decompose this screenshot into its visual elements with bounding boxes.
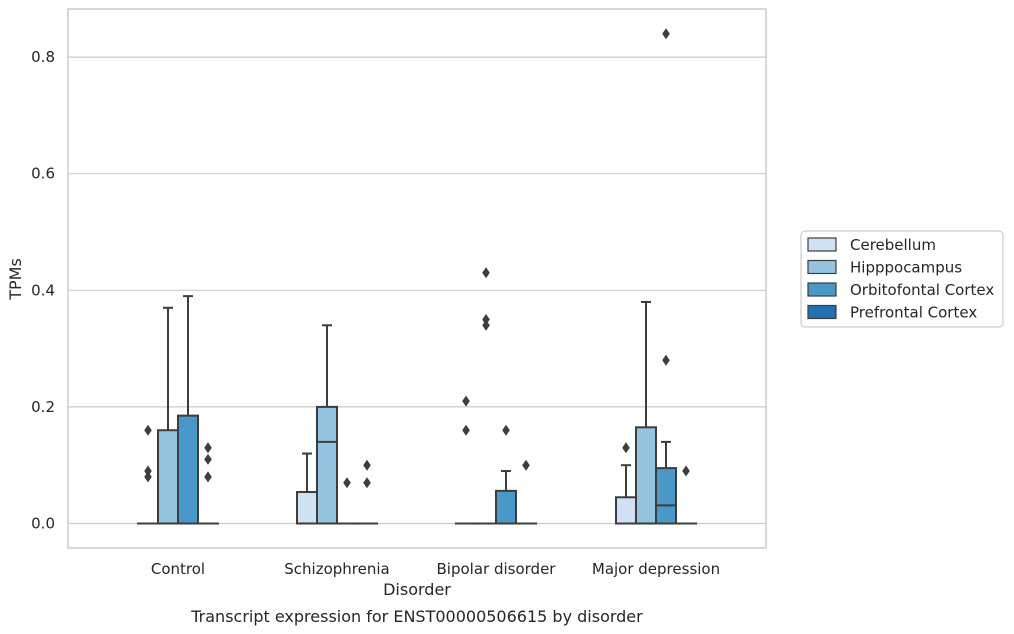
x-tick-label: Control xyxy=(151,560,205,578)
box-1-0 xyxy=(157,306,179,525)
box-0-3 xyxy=(615,442,637,525)
box-1-2 xyxy=(475,267,497,525)
box-2-0 xyxy=(177,295,199,525)
x-axis-label: Disorder xyxy=(383,580,451,599)
outlier-point xyxy=(343,477,351,489)
legend-swatch xyxy=(807,259,837,275)
box-2-1 xyxy=(336,477,358,525)
box-2-2 xyxy=(495,424,517,525)
box-1-3 xyxy=(635,300,657,525)
y-tick-label: 0.2 xyxy=(31,398,55,416)
chart-caption: Transcript expression for ENST0000050661… xyxy=(190,607,643,626)
legend-swatch xyxy=(807,304,837,320)
box-3-1 xyxy=(356,459,378,525)
legend-frame xyxy=(800,230,1004,328)
outlier-point xyxy=(363,477,371,489)
box-2-3 xyxy=(655,28,677,525)
box-3-0 xyxy=(197,442,219,525)
outlier-point xyxy=(622,442,630,454)
box-body xyxy=(635,426,657,525)
box-body xyxy=(177,414,199,525)
boxes xyxy=(137,28,697,525)
legend-label: Hipppocampus xyxy=(850,259,962,277)
box-0-1 xyxy=(296,452,318,525)
outlier-point xyxy=(204,471,212,483)
box-body xyxy=(615,496,637,525)
y-tick-label: 0.8 xyxy=(31,48,55,66)
y-tick-label: 0.4 xyxy=(31,281,55,299)
box-body xyxy=(316,405,338,525)
x-tick-label: Major depression xyxy=(592,560,720,578)
box-body xyxy=(495,489,517,525)
outlier-point xyxy=(462,424,470,436)
outlier-point xyxy=(482,267,490,279)
y-axis-label: TPMs xyxy=(6,258,25,301)
box-1-1 xyxy=(316,324,338,525)
box-body xyxy=(296,491,318,525)
outlier-point xyxy=(682,465,690,477)
legend-swatch xyxy=(807,237,837,252)
outlier-point xyxy=(522,459,530,471)
outlier-point xyxy=(462,395,470,407)
outlier-point xyxy=(204,453,212,465)
legend-label: Prefrontal Cortex xyxy=(850,304,977,322)
legend: Cerebellum Hipppocampus Orbitofontal Corte… xyxy=(800,230,1004,328)
legend-label: Orbitofontal Cortex xyxy=(850,281,994,299)
box-3-2 xyxy=(515,459,537,525)
outlier-point xyxy=(144,471,152,483)
x-tick-label: Schizophrenia xyxy=(284,560,389,578)
outlier-point xyxy=(144,465,152,477)
y-tick-labels: 0.0 0.2 0.4 0.6 0.8 xyxy=(31,48,55,532)
outlier-point xyxy=(502,424,510,436)
outlier-point xyxy=(482,313,490,325)
outlier-point xyxy=(482,319,490,331)
legend-swatch xyxy=(807,282,837,297)
y-tick-label: 0.6 xyxy=(31,165,55,183)
box-0-0 xyxy=(137,424,159,525)
outlier-point xyxy=(662,354,670,366)
y-tick-label: 0.0 xyxy=(31,515,55,533)
outlier-point xyxy=(144,424,152,436)
box-0-2 xyxy=(455,395,477,525)
box-body xyxy=(655,467,677,525)
plot-frame xyxy=(67,8,767,549)
outlier-point xyxy=(363,459,371,471)
box-body xyxy=(157,429,179,525)
legend-label: Cerebellum xyxy=(850,236,936,254)
outlier-point xyxy=(662,28,670,40)
x-tick-labels: Control Schizophrenia Bipolar disorder Majo… xyxy=(151,560,720,578)
box-3-3 xyxy=(675,465,697,525)
x-tick-label: Bipolar disorder xyxy=(437,560,557,578)
outlier-point xyxy=(204,442,212,454)
